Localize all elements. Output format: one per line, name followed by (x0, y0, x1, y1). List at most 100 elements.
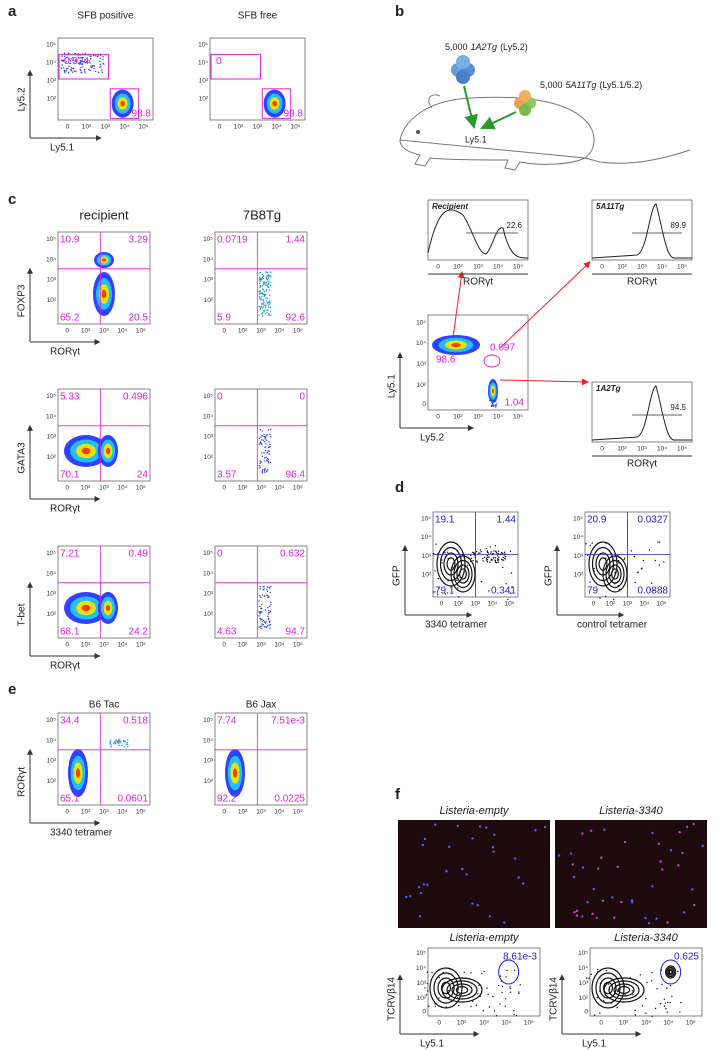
event-dot (477, 993, 479, 995)
event-dot (67, 72, 70, 74)
plot-frame (589, 947, 703, 1017)
event-dot (680, 1001, 682, 1004)
event-dot (70, 69, 73, 72)
event-dot (463, 971, 465, 974)
y-tick-label: 10⁵ (46, 41, 56, 48)
event-dot (267, 277, 270, 279)
y-tick-label: 10⁵ (578, 950, 588, 957)
x-axis-label: control tetramer (577, 620, 648, 631)
event-dot (263, 595, 266, 597)
gate-value: 0.632 (280, 549, 305, 560)
event-dot (659, 541, 661, 543)
event-dot (259, 585, 261, 588)
gate-value: 1.04 (505, 398, 525, 409)
event-dot (605, 595, 607, 598)
micrograph (555, 820, 707, 928)
event-dot (259, 293, 261, 295)
cell (445, 870, 448, 873)
y-tick-label: 10³ (204, 434, 214, 441)
cell (630, 901, 634, 904)
event-dot (258, 291, 260, 293)
x-tick-label: 10² (617, 446, 627, 453)
event-dot (258, 626, 261, 628)
event-dot (519, 984, 521, 986)
x-tick-label: 10⁴ (274, 642, 284, 649)
event-dot (622, 1001, 625, 1003)
event-dot (119, 742, 121, 744)
event-dot (509, 987, 512, 990)
y-tick-label: 10⁴ (203, 570, 213, 577)
event-dot (125, 743, 127, 746)
event-dot (267, 302, 269, 304)
event-dot (596, 996, 599, 999)
cell (616, 865, 619, 868)
event-dot (440, 1006, 443, 1008)
x-tick-label: 10³ (641, 1020, 651, 1027)
cell (426, 883, 429, 887)
contour (429, 967, 463, 1009)
cell (592, 887, 596, 891)
event-dot (89, 69, 91, 72)
event-dot (261, 296, 263, 298)
event-dot (495, 562, 498, 564)
x-tick-label: 10² (238, 642, 248, 649)
y-tick-label: 10⁴ (578, 965, 588, 972)
gate-value: 94.7 (286, 627, 306, 638)
y-tick-label: 10⁴ (203, 737, 213, 744)
event-dot (427, 990, 429, 992)
event-dot (266, 588, 268, 590)
cell (421, 843, 424, 847)
event-dot (607, 983, 610, 985)
event-dot (261, 470, 263, 472)
x-axis-label: RORγt (627, 459, 657, 470)
event-dot (590, 973, 592, 976)
event-dot (119, 739, 121, 742)
event-dot (486, 558, 488, 561)
event-dot (599, 969, 601, 972)
x-tick-label: 10⁴ (274, 328, 284, 335)
histogram-title: 5A11Tg (596, 202, 624, 211)
event-dot (267, 283, 270, 285)
contour (455, 986, 469, 994)
event-dot (93, 67, 95, 70)
y-tick-label: 10⁵ (203, 236, 213, 243)
event-dot (599, 597, 601, 599)
event-dot (614, 993, 616, 995)
gate-value: 0.097 (490, 343, 515, 354)
density (272, 100, 277, 107)
x-tick-label: 10² (81, 809, 91, 816)
event-dot (624, 994, 626, 996)
y-tick-label: 0 (422, 401, 426, 408)
gate-value: 20.9 (587, 515, 607, 526)
histogram-title: 1A2Tg (596, 384, 621, 393)
event-dot (505, 976, 507, 978)
event-dot (614, 571, 616, 574)
event-dot (268, 289, 271, 291)
gate-value: 5.9 (217, 313, 231, 324)
event-dot (623, 985, 625, 987)
event-dot (599, 1012, 601, 1014)
gate-value: 0 (216, 56, 222, 67)
event-dot (79, 59, 82, 62)
event-dot (112, 742, 115, 744)
event-dot (82, 66, 84, 68)
image-title: Listeria-empty (439, 805, 510, 817)
event-dot (261, 312, 263, 315)
event-dot (622, 981, 625, 984)
y-tick-label: 10² (47, 95, 57, 102)
event-dot (265, 439, 268, 441)
event-dot (261, 594, 264, 596)
plot-title: Listeria-empty (449, 932, 520, 944)
event-dot (665, 1007, 667, 1010)
event-dot (267, 615, 269, 618)
event-dot (263, 441, 266, 443)
x-tick-label: 10³ (637, 264, 647, 271)
x-tick-label: 10³ (99, 642, 109, 649)
event-dot (259, 428, 262, 431)
event-dot (480, 580, 483, 583)
event-dot (268, 624, 270, 626)
event-dot (259, 299, 261, 301)
event-dot (646, 981, 648, 984)
gate-value: 65.2 (60, 313, 80, 324)
event-dot (268, 605, 271, 608)
